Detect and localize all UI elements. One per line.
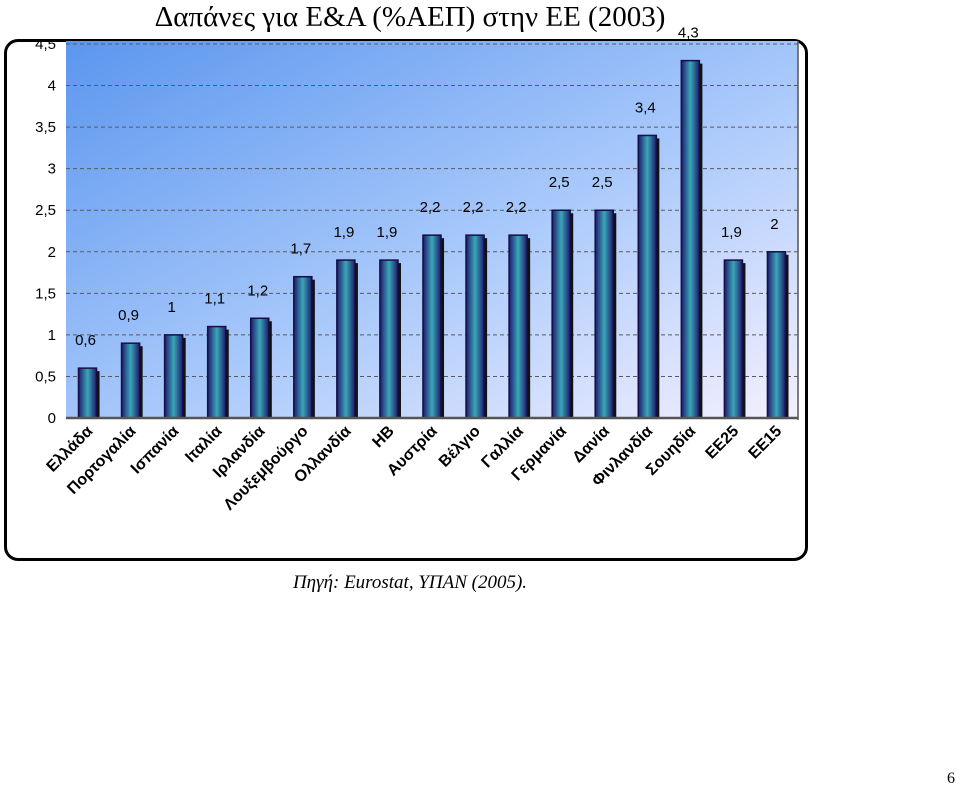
bar bbox=[336, 259, 356, 419]
value-label: 1,1 bbox=[204, 291, 225, 308]
value-label: 2,2 bbox=[506, 199, 527, 216]
value-labels: 0,6 0,9 1 1,1 1,2 1,7 1,9 1,9 2,2 2,2 2,2 2,5 2,5 3,4… bbox=[75, 25, 779, 350]
page-number: 6 bbox=[947, 770, 955, 787]
x-tick-label: ΕΕ15 bbox=[746, 423, 786, 463]
bar bbox=[120, 342, 141, 419]
bar bbox=[551, 209, 571, 419]
bar bbox=[766, 251, 787, 419]
value-label: 1,2 bbox=[247, 282, 268, 299]
source-note: Πηγή: Eurostat, ΥΠΑΝ (2005). bbox=[292, 572, 528, 593]
bar bbox=[723, 259, 744, 419]
bar bbox=[594, 209, 615, 419]
y-axis-ticks: 0 0,5 1 1,5 2 2,5 3 3,5 4 4,5 bbox=[35, 36, 56, 427]
y-tick-label: 4 bbox=[48, 78, 56, 95]
chart-title: Δαπάνες για Ε&Α (%ΑΕΠ) στην ΕΕ (2003) bbox=[154, 1, 666, 33]
value-label: 2 bbox=[770, 216, 778, 233]
value-label: 2,2 bbox=[463, 199, 484, 216]
value-label: 1,7 bbox=[290, 241, 311, 258]
y-tick-label: 0 bbox=[48, 410, 56, 427]
y-tick-label: 4,5 bbox=[35, 36, 56, 53]
bar bbox=[77, 367, 98, 419]
y-tick-label: 1 bbox=[48, 327, 56, 344]
value-label: 2,5 bbox=[592, 174, 613, 191]
bar bbox=[508, 234, 528, 419]
bar bbox=[206, 325, 227, 419]
bar bbox=[293, 275, 313, 419]
bars bbox=[77, 59, 789, 419]
y-tick-label: 3 bbox=[48, 161, 56, 178]
bar bbox=[379, 259, 399, 419]
x-tick-label: ΗΒ bbox=[369, 423, 397, 451]
value-label: 3,4 bbox=[635, 99, 656, 116]
value-label: 0,9 bbox=[118, 307, 139, 324]
bar bbox=[680, 59, 701, 419]
value-label: 0,6 bbox=[75, 332, 96, 349]
x-tick-label: ΕΕ25 bbox=[703, 423, 743, 463]
y-tick-label: 1,5 bbox=[35, 285, 56, 302]
bar bbox=[465, 234, 485, 419]
value-label: 2,2 bbox=[420, 199, 441, 216]
value-label: 1,9 bbox=[377, 224, 398, 241]
value-label: 4,3 bbox=[678, 25, 699, 42]
value-label: 1,9 bbox=[333, 224, 354, 241]
value-label: 1 bbox=[167, 299, 175, 316]
y-tick-label: 2 bbox=[48, 244, 56, 261]
value-label: 1,9 bbox=[721, 224, 742, 241]
bar bbox=[422, 234, 442, 419]
value-label: 2,5 bbox=[549, 174, 570, 191]
y-tick-label: 0,5 bbox=[35, 368, 56, 385]
x-tick-label: Ισπανία bbox=[128, 423, 183, 478]
bar bbox=[249, 317, 270, 419]
y-tick-label: 3,5 bbox=[35, 119, 56, 136]
bar bbox=[163, 334, 184, 419]
y-tick-label: 2,5 bbox=[35, 202, 56, 219]
bar bbox=[637, 134, 658, 419]
x-tick-label: Βέλγιο bbox=[436, 423, 484, 471]
